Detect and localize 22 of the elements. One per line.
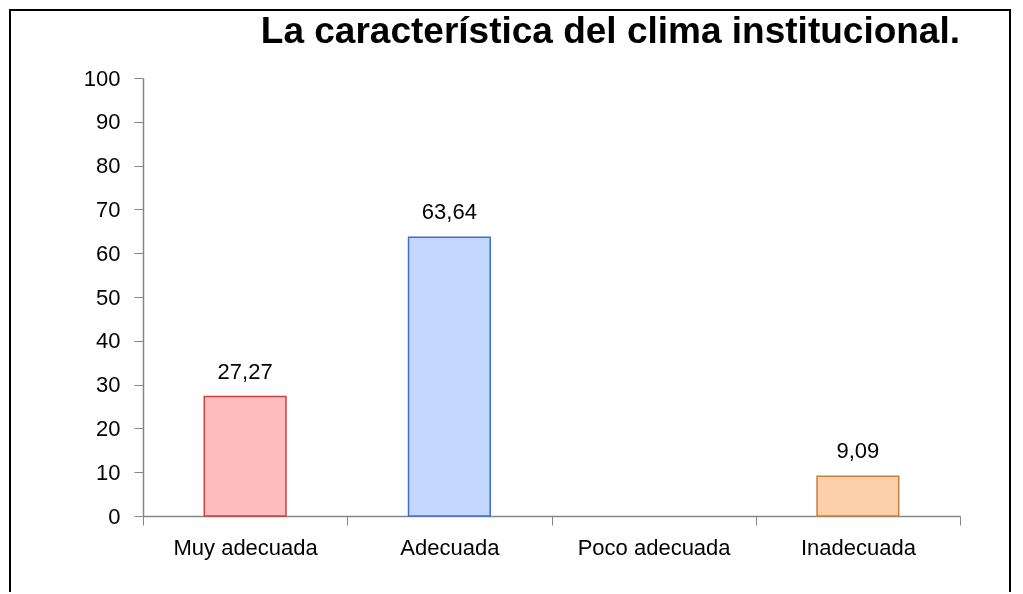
y-tick-label: 70 <box>96 196 121 222</box>
y-tick-label: 80 <box>96 153 121 179</box>
y-tick-label: 50 <box>96 284 121 310</box>
y-tick-label: 60 <box>96 240 121 266</box>
data-label: 9,09 <box>836 438 880 464</box>
y-tick-label: 90 <box>96 109 121 135</box>
data-label: 63,64 <box>421 199 477 225</box>
chart-title: La característica del clima institucional. <box>260 10 960 51</box>
x-tick-label: Inadecuada <box>800 534 917 560</box>
bar <box>816 475 900 517</box>
bar <box>203 395 287 517</box>
x-tick-label: Adecuada <box>400 534 501 560</box>
data-label: 27,27 <box>217 358 273 384</box>
y-tick-label: 100 <box>83 65 121 91</box>
y-tick-label: 40 <box>96 328 121 354</box>
bar <box>407 236 491 517</box>
x-tick-label: Muy adecuada <box>173 534 319 560</box>
y-tick-label: 0 <box>108 503 121 529</box>
x-tick-label: Poco adecuada <box>577 534 732 560</box>
y-tick-label: 30 <box>96 372 121 398</box>
y-tick-label: 10 <box>96 459 121 485</box>
y-tick-label: 20 <box>96 415 121 441</box>
